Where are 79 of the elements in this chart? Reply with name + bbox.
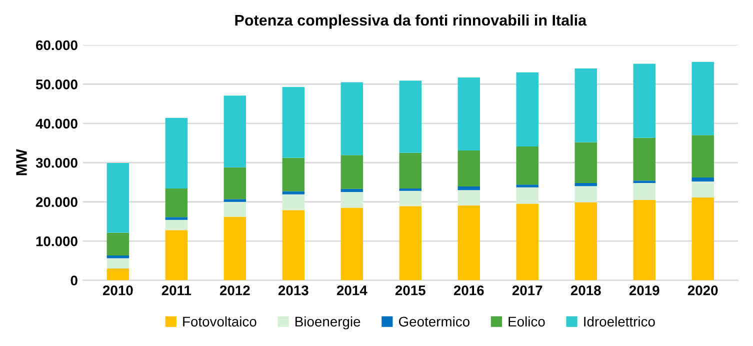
legend-label: Fotovoltaico xyxy=(183,316,256,327)
bar xyxy=(692,198,714,280)
x-tick-label: 2014 xyxy=(336,285,368,296)
legend-label: Idroelettrico xyxy=(584,316,655,327)
bar xyxy=(633,180,656,184)
x-tick-label: 2015 xyxy=(395,285,426,296)
bar xyxy=(399,190,422,206)
bar xyxy=(574,183,597,186)
bar xyxy=(224,202,246,217)
y-tick-label: 40.000 xyxy=(36,118,78,129)
bar xyxy=(516,146,538,185)
bar xyxy=(692,135,714,178)
bar xyxy=(574,202,597,280)
x-tick-label: 2013 xyxy=(278,285,308,296)
x-tick-label: 2010 xyxy=(102,285,133,296)
bar xyxy=(224,96,246,168)
bar xyxy=(458,190,480,206)
bar xyxy=(282,194,305,210)
bar xyxy=(516,184,538,188)
bar xyxy=(633,64,656,138)
x-tick-label: 2012 xyxy=(220,285,250,296)
bar xyxy=(340,82,364,156)
legend-label: Eolico xyxy=(508,316,545,327)
bar xyxy=(106,232,130,256)
x-tick-label: 2019 xyxy=(629,285,660,296)
bar xyxy=(692,181,714,198)
bar xyxy=(458,78,480,150)
bar xyxy=(516,72,538,147)
x-tick-label: 2020 xyxy=(688,285,718,296)
bar xyxy=(633,200,656,280)
x-tick-label: 2017 xyxy=(512,285,542,296)
bar xyxy=(692,178,714,182)
chart-title: Potenza complessiva da fonti rinnovabili in Italia xyxy=(235,14,587,29)
bar xyxy=(340,208,364,280)
bar xyxy=(165,188,188,218)
y-tick-label: 30.000 xyxy=(36,158,78,168)
x-tick-label: 2018 xyxy=(570,285,601,296)
bar xyxy=(399,152,422,188)
bar xyxy=(106,256,130,258)
bar xyxy=(399,80,422,153)
bar xyxy=(340,192,364,208)
bar xyxy=(458,186,480,190)
bar xyxy=(224,199,246,202)
bar xyxy=(106,163,130,233)
y-axis-title: MW xyxy=(16,149,27,176)
y-tick-label: 50.000 xyxy=(36,80,78,90)
bar xyxy=(574,186,597,202)
bar xyxy=(224,167,246,200)
bar xyxy=(399,206,422,280)
bar xyxy=(340,188,364,192)
x-tick-label: 2016 xyxy=(454,285,484,296)
bar xyxy=(165,217,188,220)
bar xyxy=(106,268,130,280)
bar xyxy=(458,150,480,187)
bar xyxy=(165,230,188,280)
bar xyxy=(282,210,305,280)
bar xyxy=(633,183,656,200)
bar xyxy=(633,138,656,181)
bar xyxy=(106,258,130,268)
legend-label: Bioenergie xyxy=(296,316,360,330)
x-tick-label: 2011 xyxy=(162,285,192,296)
bar xyxy=(692,62,714,136)
bar xyxy=(282,191,305,194)
bar xyxy=(458,205,480,280)
bar xyxy=(165,118,188,188)
y-tick-label: 0 xyxy=(70,276,78,286)
bar xyxy=(574,142,597,184)
bar xyxy=(165,220,188,230)
bar xyxy=(574,68,597,142)
y-tick-label: 10.000 xyxy=(36,236,78,246)
y-tick-label: 60.000 xyxy=(36,40,78,50)
bar xyxy=(282,158,305,192)
bar xyxy=(340,155,364,189)
bar xyxy=(516,187,538,204)
bar xyxy=(282,86,305,158)
bar xyxy=(516,204,538,280)
y-tick-label: 20.000 xyxy=(36,197,78,208)
bar xyxy=(224,216,246,280)
legend-label: Geotermico xyxy=(398,316,470,327)
